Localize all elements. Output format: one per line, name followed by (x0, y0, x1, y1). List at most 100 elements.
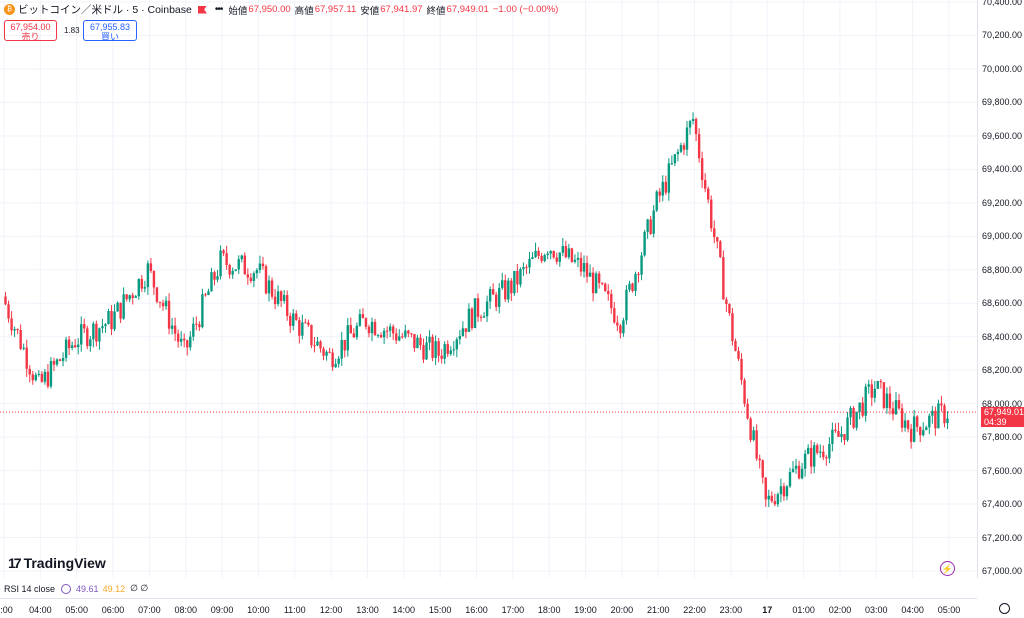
candle-body (392, 326, 395, 334)
candle-body (873, 388, 876, 398)
symbol-title[interactable]: ビットコイン／米ドル · 5 · Coinbase (18, 4, 192, 16)
time-axis[interactable]: 3:00 04:00 05:00 06:00 07:00 08:00 09:00 10:00 1… (0, 598, 977, 618)
candle-body (576, 257, 580, 260)
candle-body (143, 287, 147, 289)
candle-body (364, 318, 368, 327)
candle-body (528, 258, 531, 268)
candle (728, 303, 731, 316)
time-tick-label: 05:00 (65, 605, 88, 615)
candle-body (600, 283, 604, 285)
candle (549, 250, 552, 260)
price-tick-label: 69,400.00 (981, 164, 1022, 175)
candle (770, 491, 774, 503)
candle-body (903, 420, 907, 428)
candle (131, 292, 134, 305)
candle-body (534, 250, 537, 258)
candle (10, 311, 13, 336)
candle-body (464, 328, 468, 332)
time-tick-label: 14:00 (392, 605, 416, 615)
candle-body (928, 415, 931, 428)
candle-body (697, 134, 701, 159)
candle-body (367, 326, 371, 334)
candle (373, 318, 377, 336)
rsi-label[interactable]: RSI 14 close (4, 583, 56, 594)
candle (125, 293, 128, 302)
candle-body (455, 339, 459, 350)
candle (455, 337, 459, 358)
candle-body (476, 298, 480, 317)
flag-icon[interactable] (197, 5, 207, 14)
lightning-icon[interactable]: ⚡ (940, 561, 955, 576)
candle (422, 338, 425, 363)
price-tick-label: 67,000.00 (981, 566, 1022, 576)
candle-body (622, 320, 625, 334)
time-tick-label: 10:00 (247, 605, 270, 615)
candle-body (419, 337, 422, 346)
candle (416, 334, 419, 349)
candle-body (413, 334, 416, 349)
candlestick-chart[interactable] (0, 0, 977, 578)
candle (703, 173, 707, 193)
settings-icon[interactable] (999, 603, 1010, 614)
candle-body (740, 358, 743, 381)
candle (579, 252, 583, 277)
candle-body (379, 335, 383, 338)
candle (110, 305, 113, 336)
candle (61, 352, 65, 367)
candle-body (34, 374, 38, 381)
candle-body (785, 486, 789, 497)
candle (425, 336, 428, 361)
time-tick-label: 17 (762, 605, 773, 615)
candle-body (146, 263, 150, 288)
candle (919, 426, 922, 443)
candle (828, 437, 831, 464)
price-axis[interactable]: 70,400.00 70,200.00 70,000.00 69,800.00 69,6… (977, 0, 1024, 578)
open-label: 始値 (228, 5, 248, 17)
candle (573, 254, 577, 264)
candle (488, 286, 492, 309)
candle (861, 396, 864, 418)
candle-body (840, 434, 843, 437)
candle (55, 358, 59, 367)
price-tick-label: 68,000.00 (981, 398, 1022, 409)
tradingview-logo-text: TradingView (23, 555, 106, 571)
candle-body (207, 291, 210, 296)
candle-body (407, 330, 410, 334)
candle (915, 415, 919, 432)
time-tick-label: 11:00 (283, 605, 306, 615)
candle (937, 399, 940, 429)
candle-body (243, 255, 246, 275)
candle-body (252, 273, 256, 281)
candle-body (582, 263, 586, 272)
candle (376, 333, 380, 338)
candle-body (616, 322, 619, 326)
candle (858, 402, 861, 420)
chart-area[interactable] (0, 0, 977, 578)
candle-body (849, 407, 852, 418)
candle-body (588, 272, 592, 277)
tradingview-logo[interactable]: 17 TradingView (8, 555, 106, 571)
candle (761, 459, 764, 484)
candle-body (846, 417, 849, 441)
more-options-icon[interactable]: ••• (214, 4, 223, 15)
rsi-visibility-icon[interactable] (61, 583, 72, 594)
candle-body (313, 345, 316, 347)
candle (31, 370, 34, 385)
sell-button[interactable]: 67,954.00 売り (4, 20, 57, 42)
candle-body (625, 289, 628, 321)
candle-body (488, 289, 492, 302)
price-tick-label: 68,200.00 (981, 365, 1022, 376)
candle-body (640, 255, 643, 275)
candle (479, 314, 483, 322)
candle-body (667, 163, 671, 193)
candle-body (658, 191, 661, 196)
candle (528, 251, 531, 274)
candle-body (743, 380, 746, 404)
candle-body (334, 363, 337, 368)
candle (567, 243, 571, 260)
buy-button[interactable]: 67,955.83 買い (83, 20, 137, 42)
sell-label: 売り (21, 32, 40, 42)
candle (516, 264, 519, 293)
candle-body (186, 340, 189, 348)
candle (352, 328, 356, 338)
